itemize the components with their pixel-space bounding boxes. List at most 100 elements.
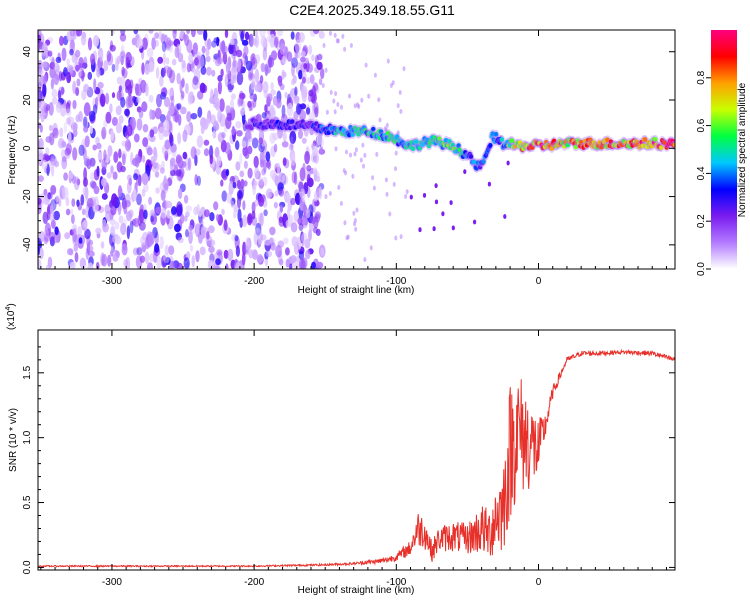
noise-speckle <box>267 159 272 170</box>
noise-speckle <box>188 230 193 245</box>
noise-speckle <box>236 190 243 199</box>
noise-speckle <box>402 66 406 72</box>
noise-speckle <box>289 263 293 269</box>
noise-speckle <box>311 103 316 114</box>
noise-speckle <box>349 152 352 158</box>
noise-speckle <box>87 262 94 269</box>
noise-speckle <box>279 43 286 55</box>
noise-speckle <box>149 253 155 263</box>
noise-speckle <box>321 83 325 88</box>
noise-speckle <box>110 129 114 141</box>
noise-speckle <box>148 30 154 34</box>
noise-speckle <box>246 135 253 142</box>
noise-speckle <box>304 151 310 165</box>
noise-speckle <box>201 45 206 54</box>
noise-speckle <box>179 80 183 94</box>
noise-speckle <box>209 96 215 104</box>
noise-speckle <box>42 211 49 224</box>
noise-speckle <box>42 61 48 68</box>
noise-speckle <box>232 75 237 84</box>
noise-speckle <box>38 175 44 182</box>
noise-speckle <box>329 89 333 95</box>
noise-speckle <box>243 45 249 56</box>
noise-speckle <box>281 141 289 148</box>
ridge-cell <box>579 140 584 145</box>
noise-speckle <box>394 166 397 172</box>
noise-speckle <box>107 145 113 157</box>
noise-speckle <box>220 170 227 179</box>
noise-speckle <box>298 250 305 260</box>
noise-speckle <box>245 237 250 251</box>
ridge-cell <box>347 132 352 138</box>
noise-speckle <box>158 126 165 141</box>
noise-speckle <box>211 69 216 77</box>
ridge-cell <box>472 159 477 165</box>
colorbar-tick-label: 0.2 <box>696 214 707 228</box>
noise-speckle <box>144 63 150 75</box>
noise-speckle <box>371 175 375 181</box>
noise-speckle <box>155 187 160 194</box>
noise-speckle <box>148 196 153 205</box>
noise-speckle <box>197 90 204 100</box>
noise-speckle <box>377 97 381 103</box>
ridge-cell <box>640 143 646 149</box>
noise-speckle <box>86 159 92 170</box>
noise-speckle <box>239 92 246 100</box>
noise-speckle <box>316 132 323 146</box>
noise-speckle <box>289 130 297 144</box>
noise-speckle <box>38 108 41 120</box>
noise-speckle <box>277 182 285 192</box>
noise-speckle <box>235 49 243 58</box>
noise-speckle <box>173 30 177 35</box>
noise-speckle <box>242 214 248 228</box>
noise-speckle <box>118 115 124 124</box>
noise-speckle <box>345 149 348 155</box>
noise-speckle <box>163 183 169 191</box>
ridge-cell <box>549 146 555 151</box>
noise-speckle <box>215 213 220 222</box>
noise-speckle <box>150 155 156 166</box>
noise-speckle <box>90 53 96 66</box>
noise-speckle <box>290 136 294 150</box>
noise-speckle <box>65 143 72 155</box>
noise-speckle <box>283 237 289 245</box>
noise-speckle <box>212 130 217 139</box>
noise-speckle <box>167 148 172 155</box>
noise-speckle <box>290 255 297 264</box>
noise-speckle <box>78 237 83 244</box>
noise-speckle <box>201 229 206 240</box>
ridge-cell <box>507 143 512 148</box>
noise-speckle <box>186 30 190 35</box>
noise-speckle <box>335 38 339 44</box>
noise-speckle <box>282 157 287 167</box>
noise-speckle <box>294 39 302 54</box>
noise-speckle <box>82 186 88 196</box>
noise-speckle <box>143 183 149 193</box>
y-tick-label: -20 <box>22 189 33 204</box>
noise-speckle <box>114 57 119 71</box>
noise-speckle <box>291 236 299 247</box>
noise-speckle <box>123 203 128 215</box>
noise-speckle <box>388 211 392 217</box>
noise-speckle <box>220 139 227 153</box>
noise-speckle <box>320 247 325 257</box>
noise-speckle <box>396 130 400 136</box>
noise-speckle <box>301 232 308 244</box>
noise-speckle <box>168 245 175 256</box>
noise-speckle <box>116 161 123 173</box>
noise-speckle <box>232 57 236 69</box>
noise-speckle <box>251 210 256 220</box>
noise-speckle <box>385 191 389 197</box>
noise-speckle <box>161 255 167 268</box>
noise-speckle <box>386 58 390 64</box>
noise-speckle <box>314 106 319 118</box>
noise-speckle <box>141 173 148 181</box>
noise-speckle <box>214 146 220 158</box>
noise-speckle <box>159 75 164 87</box>
noise-speckle <box>293 95 300 105</box>
noise-speckle <box>136 193 142 206</box>
noise-speckle <box>337 185 341 190</box>
noise-speckle <box>67 116 75 127</box>
noise-speckle <box>162 260 168 267</box>
